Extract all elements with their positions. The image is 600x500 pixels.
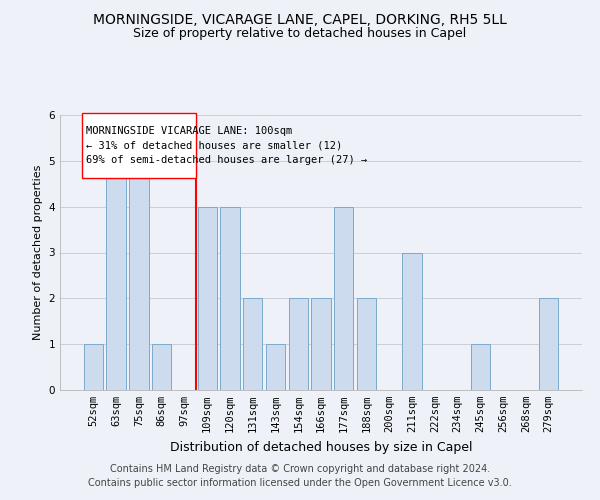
Bar	[357, 298, 376, 390]
FancyBboxPatch shape	[82, 112, 196, 178]
Text: Size of property relative to detached houses in Capel: Size of property relative to detached ho…	[133, 28, 467, 40]
Bar	[334, 206, 353, 390]
Bar	[311, 298, 331, 390]
Bar	[129, 161, 149, 390]
Text: MORNINGSIDE, VICARAGE LANE, CAPEL, DORKING, RH5 5LL: MORNINGSIDE, VICARAGE LANE, CAPEL, DORKI…	[93, 12, 507, 26]
Bar	[470, 344, 490, 390]
X-axis label: Distribution of detached houses by size in Capel: Distribution of detached houses by size …	[170, 440, 472, 454]
Bar	[152, 344, 172, 390]
Bar	[106, 161, 126, 390]
Text: MORNINGSIDE VICARAGE LANE: 100sqm
← 31% of detached houses are smaller (12)
69% : MORNINGSIDE VICARAGE LANE: 100sqm ← 31% …	[86, 126, 367, 165]
Bar	[197, 206, 217, 390]
Y-axis label: Number of detached properties: Number of detached properties	[33, 165, 43, 340]
Bar	[539, 298, 558, 390]
Bar	[403, 252, 422, 390]
Bar	[220, 206, 239, 390]
Bar	[243, 298, 262, 390]
Bar	[266, 344, 285, 390]
Bar	[289, 298, 308, 390]
Bar	[84, 344, 103, 390]
Text: Contains HM Land Registry data © Crown copyright and database right 2024.
Contai: Contains HM Land Registry data © Crown c…	[88, 464, 512, 487]
